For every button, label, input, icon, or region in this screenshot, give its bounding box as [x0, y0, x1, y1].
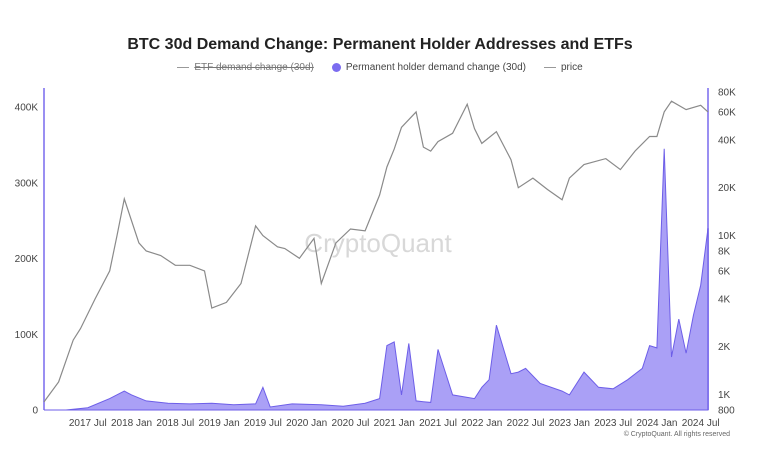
y-right-tick-label: 80K [718, 88, 736, 99]
legend-permanent-holder[interactable]: Permanent holder demand change (30d) [331, 62, 526, 73]
y-left-tick-label: 100K [15, 330, 39, 341]
y-left-tick-label: 400K [15, 103, 39, 114]
legend-etf-label: ETF demand change (30d) [194, 62, 314, 73]
x-tick-label: 2024 Jan [636, 418, 677, 429]
series-price-line [43, 100, 709, 403]
y-right-tick-label: 40K [718, 135, 736, 146]
x-tick-label: 2021 Jul [419, 418, 457, 429]
y-right-tick-label: 60K [718, 107, 736, 118]
chart-title: BTC 30d Demand Change: Permanent Holder … [127, 36, 633, 53]
credit-text: © CryptoQuant. All rights reserved [623, 431, 730, 438]
series-permanent-holder-area [44, 148, 709, 411]
x-tick-label: 2023 Jul [594, 418, 632, 429]
y-right-tick-label: 8K [718, 247, 731, 258]
y-right-tick-label: 4K [718, 294, 731, 305]
legend-permanent-holder-swatch [331, 63, 341, 72]
x-tick-label: 2018 Jan [111, 418, 152, 429]
y-left-tick-label: 200K [15, 254, 39, 265]
x-tick-label: 2020 Jul [332, 418, 370, 429]
legend-price[interactable]: price [543, 62, 583, 73]
chart-legend: ETF demand change (30d) Permanent holder… [0, 62, 760, 73]
y-left-tick-label: 0 [32, 406, 38, 417]
x-tick-label: 2024 Jul [682, 418, 720, 429]
x-tick-label: 2022 Jul [507, 418, 545, 429]
legend-price-swatch [543, 67, 556, 68]
x-tick-label: 2023 Jan [549, 418, 590, 429]
x-tick-label: 2020 Jan [286, 418, 327, 429]
legend-etf[interactable]: ETF demand change (30d) [177, 62, 314, 73]
legend-permanent-holder-label: Permanent holder demand change (30d) [345, 62, 526, 73]
y-right-tick-label: 1K [718, 390, 731, 401]
y-right-tick-label: 2K [718, 342, 731, 353]
y-right-tick-label: 10K [718, 231, 736, 242]
watermark-text: CryptoQuant [304, 228, 452, 258]
legend-price-label: price [560, 62, 583, 73]
x-tick-label: 2018 Jul [156, 418, 194, 429]
x-tick-label: 2019 Jan [199, 418, 240, 429]
y-right-tick-label: 20K [718, 183, 736, 194]
y-left-tick-label: 300K [15, 178, 39, 189]
x-tick-label: 2022 Jan [461, 418, 502, 429]
x-tick-label: 2021 Jan [374, 418, 415, 429]
y-right-tick-label: 800 [718, 406, 735, 417]
y-right-tick-label: 6K [718, 266, 731, 277]
legend-etf-swatch [177, 67, 190, 68]
x-tick-label: 2017 Jul [69, 418, 107, 429]
x-tick-label: 2019 Jul [244, 418, 282, 429]
